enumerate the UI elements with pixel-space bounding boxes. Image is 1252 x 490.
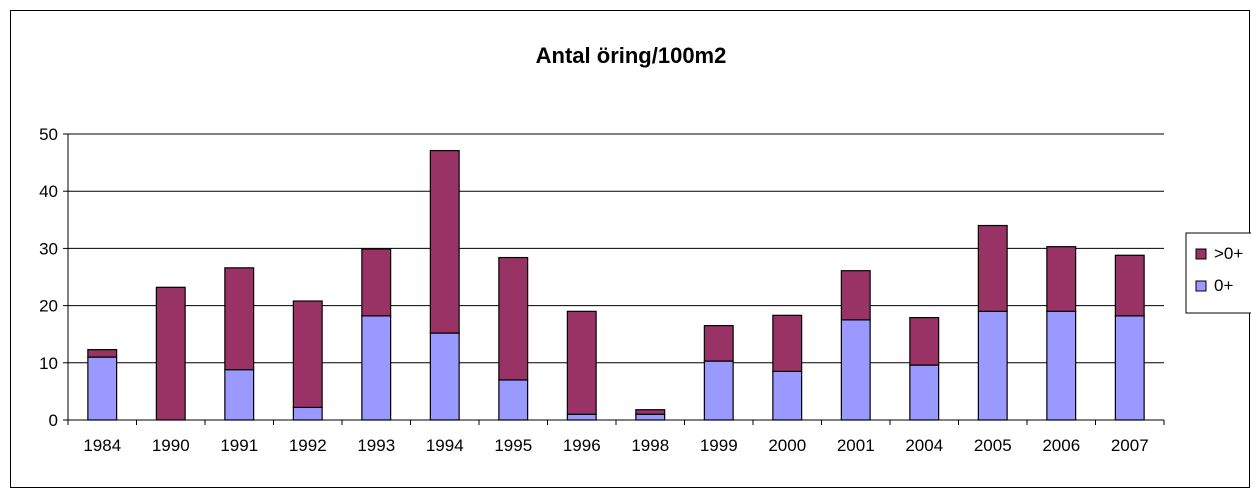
x-tick-label: 2000 <box>768 436 806 455</box>
chart-frame: Antal öring/100m2 0 10 20 30 40 50 1984 1990 199… <box>10 10 1251 488</box>
bar-1991-age-over-0 <box>224 267 255 371</box>
x-tick-label: 1998 <box>631 436 669 455</box>
bar-1991-age-0 <box>224 369 255 421</box>
x-tick-label: 1991 <box>220 436 258 455</box>
legend-swatch-age-0 <box>1195 280 1207 292</box>
bar-1995-age-over-0 <box>498 256 529 381</box>
bar-2007-age-over-0 <box>1114 254 1145 317</box>
bar-2007-age-0 <box>1114 315 1145 421</box>
legend: >0+ 0+ <box>1185 232 1251 314</box>
bar-1999-age-over-0 <box>703 325 734 362</box>
bar-2001-age-0 <box>840 319 871 421</box>
bar-1994-age-0 <box>429 332 460 421</box>
legend-label-age-0: 0+ <box>1214 276 1233 295</box>
bar-1992-age-0 <box>292 406 323 421</box>
bar-2000-age-over-0 <box>772 314 803 372</box>
bar-1999-age-0 <box>703 360 734 421</box>
bar-1995-age-0 <box>498 379 529 421</box>
x-tick-label: 2007 <box>1111 436 1149 455</box>
bar-chart: Antal öring/100m2 0 10 20 30 40 50 1984 1990 199… <box>39 43 1251 455</box>
y-tick-label: 0 <box>49 411 58 430</box>
x-tick-label: 2006 <box>1042 436 1080 455</box>
bar-2001-age-over-0 <box>840 270 871 321</box>
y-tick-label: 40 <box>39 182 58 201</box>
x-tick-label: 2004 <box>905 436 943 455</box>
plot-area: 0 10 20 30 40 50 1984 1990 1991 1992 1993 1994 1995 1… <box>39 125 1165 455</box>
legend-label-age-over-0: >0+ <box>1214 244 1243 263</box>
bar-1992-age-over-0 <box>292 300 323 409</box>
x-tick-label: 1990 <box>152 436 190 455</box>
bar-1984-age-0 <box>87 356 118 421</box>
y-tick-label: 10 <box>39 354 58 373</box>
bar-2005-age-0 <box>977 310 1008 421</box>
bar-1996-age-over-0 <box>566 310 597 415</box>
chart-title: Antal öring/100m2 <box>536 43 727 68</box>
x-tick-label: 1996 <box>563 436 601 455</box>
x-tick-label: 1999 <box>700 436 738 455</box>
x-tick-label: 1992 <box>289 436 327 455</box>
legend-box <box>1185 232 1251 314</box>
x-tick-label: 1995 <box>494 436 532 455</box>
x-tick-label: 2005 <box>974 436 1012 455</box>
bar-2005-age-over-0 <box>977 224 1008 312</box>
bar-2000-age-0 <box>772 370 803 421</box>
y-tick-label: 30 <box>39 239 58 258</box>
bar-1984-age-over-0 <box>87 349 118 358</box>
bar-1994-age-over-0 <box>429 149 460 334</box>
bar-2004-age-0 <box>909 364 940 421</box>
bar-1993-age-0 <box>361 315 392 421</box>
x-tick-label: 1984 <box>83 436 121 455</box>
bar-1990-age-over-0 <box>155 286 186 421</box>
x-tick-label: 1994 <box>426 436 464 455</box>
bar-2004-age-over-0 <box>909 317 940 366</box>
bar-1993-age-over-0 <box>361 248 392 317</box>
bar-1998-age-over-0 <box>635 409 666 415</box>
bar-2006-age-over-0 <box>1046 246 1077 312</box>
bar-1996-age-0 <box>566 413 597 421</box>
bar-1998-age-0 <box>635 413 666 421</box>
y-tick-label: 20 <box>39 297 58 316</box>
y-tick-label: 50 <box>39 125 58 144</box>
legend-swatch-age-over-0 <box>1195 248 1207 260</box>
x-tick-label: 2001 <box>837 436 875 455</box>
bar-2006-age-0 <box>1046 310 1077 421</box>
x-tick-label: 1993 <box>357 436 395 455</box>
